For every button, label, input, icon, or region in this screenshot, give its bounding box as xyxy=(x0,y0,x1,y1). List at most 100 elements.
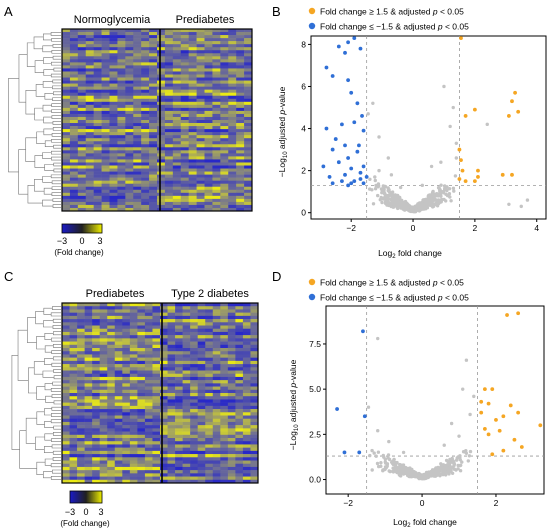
heatmap-cell xyxy=(236,92,245,97)
heatmap-cell xyxy=(212,162,221,166)
heatmap-cell xyxy=(117,86,126,90)
heatmap-cell xyxy=(84,476,93,481)
heatmap-cell xyxy=(62,41,71,45)
heatmap-cell xyxy=(204,144,213,148)
heatmap-cell xyxy=(182,457,191,461)
y-tick-label: 0 xyxy=(301,208,306,218)
heatmap-cell xyxy=(69,370,78,375)
heatmap-cell xyxy=(242,425,251,429)
heatmap-cell xyxy=(152,338,161,342)
heatmap-cell xyxy=(122,386,131,391)
heatmap-cell xyxy=(77,98,87,103)
heatmap-cell xyxy=(164,107,174,112)
heatmap-cell xyxy=(182,444,191,448)
point-down xyxy=(346,183,351,188)
heatmap-cell xyxy=(235,444,244,448)
point-ns-cloud xyxy=(391,466,395,470)
heatmap-cell xyxy=(122,351,131,355)
heatmap-cell xyxy=(196,153,205,157)
heatmap-cell xyxy=(227,335,236,339)
heatmap-cell xyxy=(62,198,71,203)
heatmap-cell xyxy=(212,201,221,206)
heatmap-cell xyxy=(196,159,205,163)
heatmap-cell xyxy=(62,450,70,455)
heatmap-cell xyxy=(212,86,221,90)
heatmap-cell xyxy=(175,438,183,442)
heatmap-cell xyxy=(212,386,221,391)
heatmap-cell xyxy=(133,41,142,45)
heatmap-cell xyxy=(107,373,116,378)
heatmap-cell xyxy=(212,319,221,323)
heatmap-cell xyxy=(167,328,176,333)
heatmap-cell xyxy=(188,56,197,60)
heatmap-cell xyxy=(172,41,182,45)
dendrogram-branch xyxy=(36,411,45,425)
heatmap-cell xyxy=(212,116,221,121)
heatmap-cell xyxy=(107,431,116,436)
dendrogram-branch xyxy=(44,433,54,441)
heatmap-cell xyxy=(236,171,245,175)
heatmap-cell xyxy=(77,447,85,452)
heatmap-cell xyxy=(152,418,161,423)
heatmap-cell xyxy=(77,171,87,175)
heatmap-cell xyxy=(69,386,78,391)
heatmap-a-frame xyxy=(61,28,253,212)
heatmap-cell xyxy=(109,126,118,130)
heatmap-cell xyxy=(141,207,150,212)
heatmap-cell xyxy=(62,473,70,477)
heatmap-cell xyxy=(133,198,142,203)
point-ns-cloud xyxy=(439,183,443,187)
heatmap-cell xyxy=(62,68,71,72)
dendrogram-branch xyxy=(42,104,52,112)
heatmap-cell xyxy=(172,159,182,163)
heatmap-cell xyxy=(220,56,229,60)
heatmap-cell xyxy=(137,322,146,326)
heatmap-cell xyxy=(175,396,183,400)
heatmap-cell xyxy=(190,434,198,439)
heatmap-cell xyxy=(133,153,142,157)
heatmap-cell xyxy=(204,135,213,139)
heatmap-cell xyxy=(167,463,176,468)
heatmap-cell xyxy=(107,441,116,445)
heatmap-cell xyxy=(93,59,102,63)
heatmap-cell xyxy=(235,418,244,423)
point-down xyxy=(340,179,344,184)
heatmap-cell xyxy=(84,438,93,442)
heatmap-cell xyxy=(190,354,198,358)
heatmap-cell xyxy=(227,402,236,407)
heatmap-cell xyxy=(137,479,146,484)
heatmap-cell xyxy=(188,104,197,109)
heatmap-cell xyxy=(160,325,168,330)
point-ns-cloud xyxy=(395,205,399,209)
dendrogram-branch xyxy=(36,336,46,350)
heatmap-cell xyxy=(69,147,79,151)
dendrogram-branch xyxy=(51,192,61,196)
heatmap-cell xyxy=(141,68,150,72)
heatmap-cell xyxy=(85,141,94,145)
heatmap-cell xyxy=(172,147,182,151)
heatmap-cell xyxy=(107,466,116,471)
point-ns xyxy=(519,204,523,209)
point-down xyxy=(343,50,347,55)
heatmap-cell xyxy=(92,476,100,481)
heatmap-cell xyxy=(182,476,191,481)
heatmap-cell xyxy=(107,454,116,458)
heatmap-cell xyxy=(205,479,214,484)
heatmap-cell xyxy=(99,338,108,342)
heatmap-cell xyxy=(164,71,174,75)
heatmap-cell xyxy=(172,138,182,142)
heatmap-cell xyxy=(101,62,110,66)
heatmap-cell xyxy=(133,62,142,66)
heatmap-cell xyxy=(125,195,134,200)
dendrogram-branch xyxy=(52,356,61,361)
heatmap-cell xyxy=(141,138,150,142)
heatmap-cell xyxy=(84,319,93,323)
heatmap-cell xyxy=(228,180,237,184)
heatmap-cell xyxy=(93,92,102,97)
heatmap-cell xyxy=(196,162,205,166)
heatmap-cell xyxy=(227,344,236,349)
heatmap-cell xyxy=(85,189,94,194)
heatmap-cell xyxy=(164,29,174,33)
heatmap-cell xyxy=(250,438,259,442)
heatmap-cell xyxy=(141,156,150,160)
